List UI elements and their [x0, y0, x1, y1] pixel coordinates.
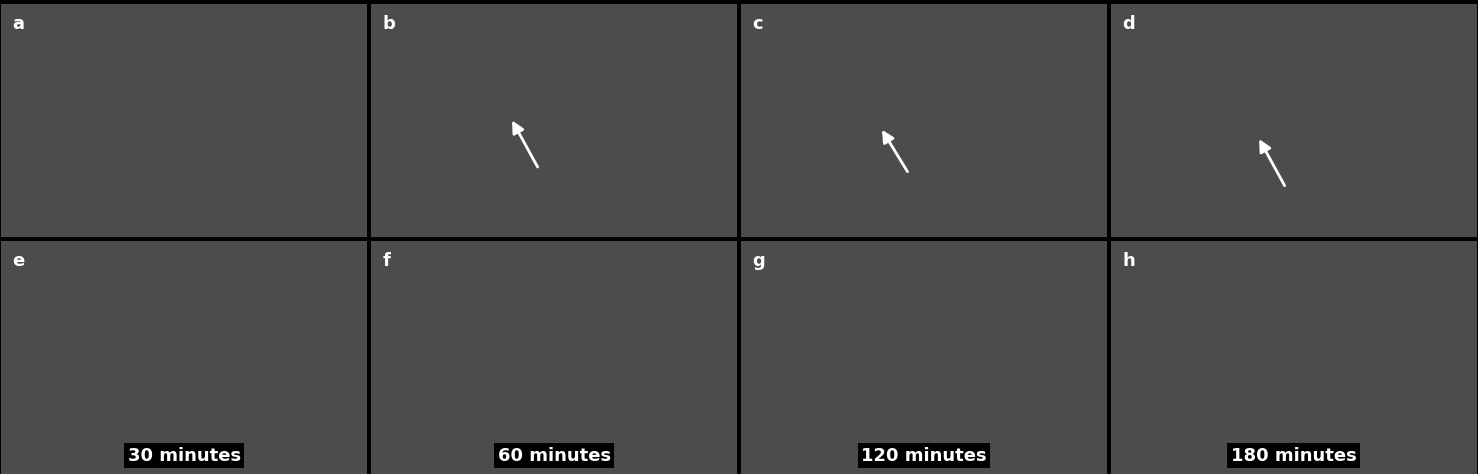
Text: 30 minutes: 30 minutes: [127, 447, 241, 465]
Text: 120 minutes: 120 minutes: [862, 447, 987, 465]
Text: f: f: [383, 253, 390, 271]
Text: c: c: [752, 16, 763, 34]
Text: e: e: [12, 253, 25, 271]
Text: 180 minutes: 180 minutes: [1231, 447, 1357, 465]
Text: 60 minutes: 60 minutes: [498, 447, 610, 465]
Text: d: d: [1122, 16, 1135, 34]
Text: a: a: [12, 16, 25, 34]
Text: b: b: [383, 16, 395, 34]
Text: g: g: [752, 253, 766, 271]
Text: h: h: [1122, 253, 1135, 271]
